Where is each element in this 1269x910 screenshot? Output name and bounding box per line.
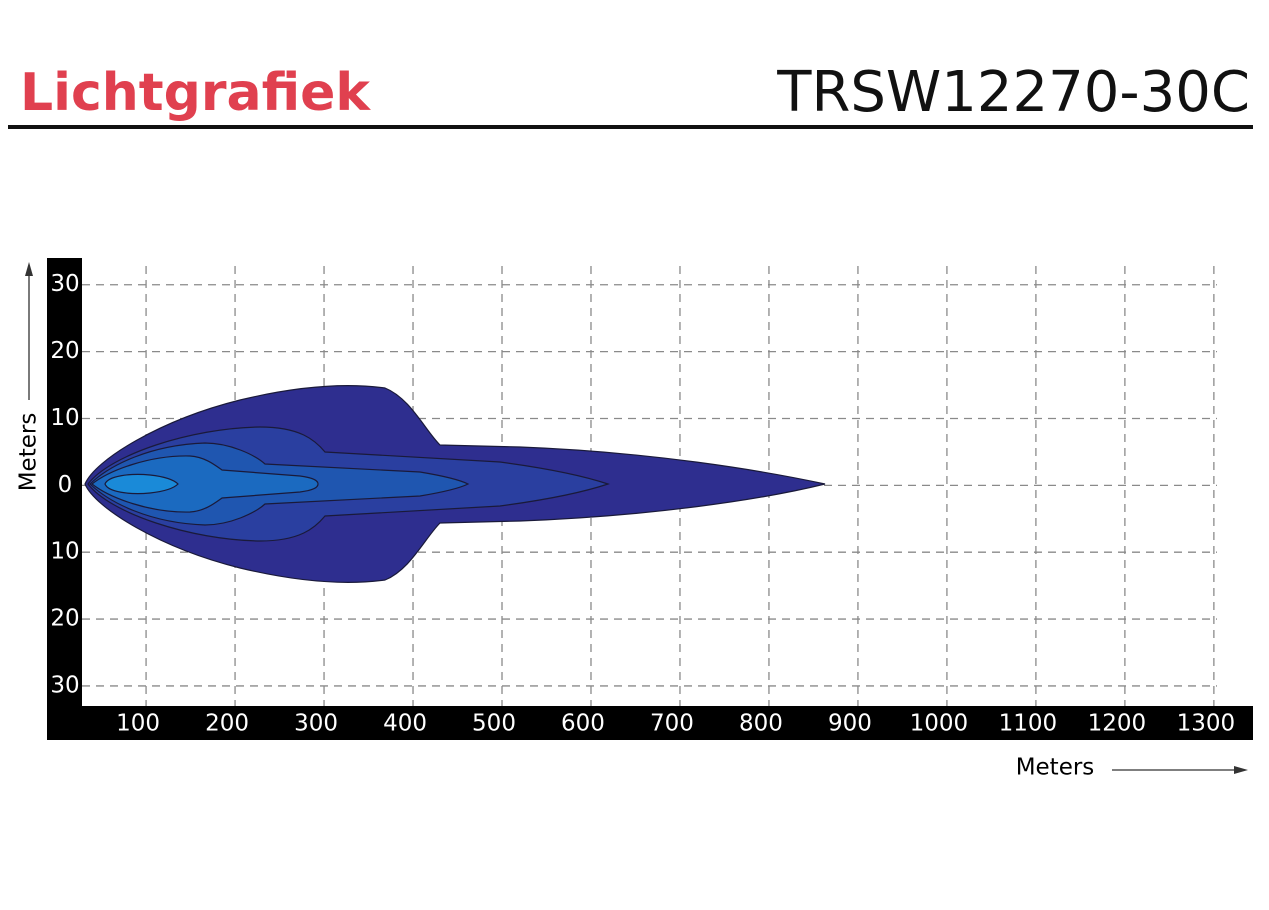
x-axis-label: Meters — [1016, 755, 1095, 781]
x-tick-label: 1200 — [1088, 711, 1147, 737]
header-rule — [8, 125, 1253, 129]
y-tick-label: 0 — [58, 472, 73, 498]
y-axis-band — [47, 258, 82, 740]
x-tick-label: 500 — [472, 711, 516, 737]
model-number: TRSW12270-30C — [776, 60, 1250, 125]
x-tick-label: 200 — [205, 711, 249, 737]
x-tick-label: 300 — [294, 711, 338, 737]
y-tick-label: 10 — [50, 539, 79, 565]
y-tick-label: 20 — [50, 606, 79, 632]
y-tick-label: 20 — [50, 338, 79, 364]
x-tick-label: 800 — [739, 711, 783, 737]
x-tick-label: 1100 — [999, 711, 1058, 737]
x-tick-label: 900 — [828, 711, 872, 737]
contour-inner — [104, 473, 179, 495]
y-arrowhead — [25, 262, 33, 276]
x-axis-band — [47, 706, 1253, 740]
x-tick-label: 400 — [383, 711, 427, 737]
y-tick-label: 30 — [50, 271, 79, 297]
title: Lichtgrafiek — [20, 63, 371, 123]
x-tick-label: 600 — [561, 711, 605, 737]
contour-4 — [91, 455, 319, 513]
x-tick-label: 1000 — [910, 711, 969, 737]
beam-pattern — [84, 385, 826, 583]
x-tick-label: 1300 — [1177, 711, 1236, 737]
y-axis-label: Meters — [16, 413, 42, 492]
y-tick-label: 10 — [50, 405, 79, 431]
y-tick-label: 30 — [50, 672, 79, 698]
x-tick-label: 100 — [116, 711, 160, 737]
x-arrowhead — [1234, 766, 1248, 774]
x-tick-label: 700 — [650, 711, 694, 737]
